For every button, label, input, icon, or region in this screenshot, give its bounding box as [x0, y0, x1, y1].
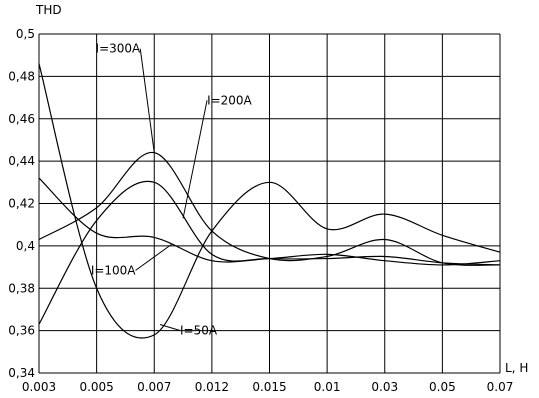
x-tick-label: 0.05: [429, 380, 456, 394]
series-labels: I=300A I=200A I=100A I=50A: [91, 42, 253, 338]
x-tick-label: 0.015: [252, 380, 286, 394]
x-tick-label: 0.012: [195, 380, 229, 394]
x-tick-labels: 0.003 0.005 0.007 0.012 0.015 0.01 0.03 0.05 0.0…: [22, 380, 514, 394]
x-tick-label: 0.01: [314, 380, 341, 394]
x-tick-label: 0.003: [22, 380, 56, 394]
y-tick-label: 0,36: [8, 324, 35, 338]
series-lines: [38, 63, 501, 339]
y-tick-label: 0,34: [8, 366, 35, 380]
series-label-leader: [182, 100, 208, 219]
x-axis-label: L, H: [505, 361, 528, 375]
series-label: I=50A: [180, 323, 218, 337]
y-tick-label: 0,46: [8, 112, 35, 126]
y-tick-label: 0,48: [8, 69, 35, 83]
x-tick-label: 0.007: [137, 380, 171, 394]
x-tick-label: 0.03: [371, 380, 398, 394]
series-label: I=200A: [207, 93, 252, 107]
series-label-leader: [139, 48, 155, 153]
x-tick-label: 0.07: [487, 380, 514, 394]
series-line-i-50a: [38, 63, 501, 339]
y-axis-label: THD: [35, 3, 62, 17]
series-line-i-100a: [38, 177, 501, 266]
series-label: I=100A: [91, 263, 136, 277]
y-tick-label: 0,4: [16, 239, 35, 253]
x-tick-label: 0.005: [79, 380, 113, 394]
y-tick-label: 0,42: [8, 197, 35, 211]
series-label-leader: [135, 243, 172, 271]
y-tick-label: 0,5: [16, 27, 35, 41]
series-line-i-300a: [38, 152, 501, 266]
series-label: I=300A: [96, 42, 141, 56]
y-tick-labels: 0,34 0,36 0,38 0,4 0,42 0,44 0,46 0,48 0,5: [8, 27, 35, 380]
series-label-leader: [159, 324, 181, 331]
grid: [38, 33, 501, 374]
y-tick-label: 0,44: [8, 154, 35, 168]
y-tick-label: 0,38: [8, 281, 35, 295]
